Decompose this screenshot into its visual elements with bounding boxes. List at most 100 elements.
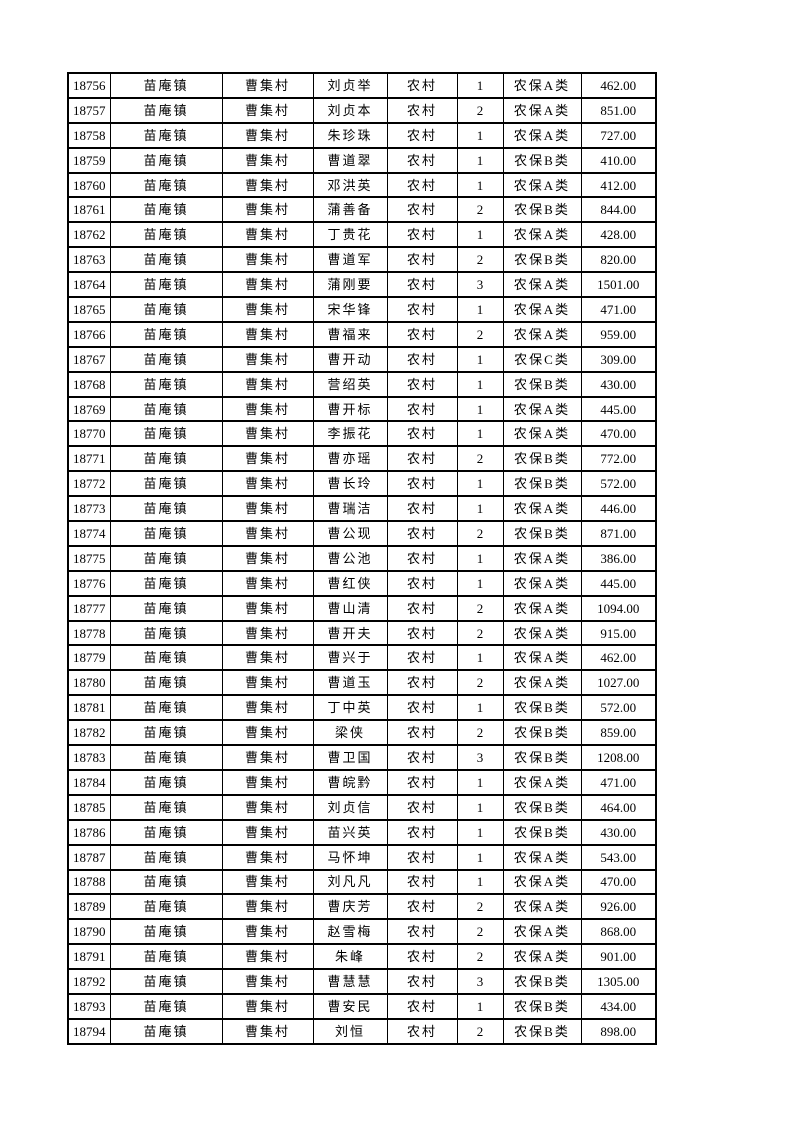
cell-residence: 农村 [386, 744, 458, 771]
cell-person: 曹开夫 [312, 619, 388, 647]
cell-count: 3 [456, 744, 504, 771]
cell-id: 18771 [67, 445, 111, 473]
cell-id: 18775 [67, 544, 111, 572]
cell-residence: 农村 [386, 868, 458, 896]
cell-person: 曹道玉 [312, 669, 388, 697]
cell-residence: 农村 [386, 893, 458, 921]
cell-person: 曹亦瑶 [312, 445, 388, 473]
cell-amount: 851.00 [580, 96, 657, 124]
cell-person: 曹道军 [312, 246, 388, 274]
cell-amount: 871.00 [580, 520, 657, 547]
cell-category: 农保B类 [502, 694, 582, 722]
cell-village: 曹集村 [221, 843, 314, 871]
cell-person: 刘恒 [312, 1017, 388, 1046]
cell-category: 农保C类 [502, 345, 582, 373]
table-row: 18760 苗庵镇 曹集村 邓洪英 农村 1 农保A类 412.00 [67, 171, 657, 199]
cell-town: 苗庵镇 [109, 868, 223, 896]
cell-residence: 农村 [386, 495, 458, 523]
cell-person: 刘贞举 [312, 72, 388, 99]
cell-residence: 农村 [386, 196, 458, 224]
cell-category: 农保B类 [502, 470, 582, 498]
cell-amount: 471.00 [580, 296, 657, 323]
cell-count: 1 [456, 644, 504, 672]
cell-count: 3 [456, 271, 504, 299]
cell-village: 曹集村 [221, 246, 314, 274]
cell-town: 苗庵镇 [109, 918, 223, 946]
cell-count: 2 [456, 594, 504, 622]
table-row: 18789 苗庵镇 曹集村 曹庆芳 农村 2 农保A类 926.00 [67, 893, 657, 921]
cell-category: 农保A类 [502, 918, 582, 946]
cell-person: 曹福来 [312, 320, 388, 348]
table-row: 18778 苗庵镇 曹集村 曹开夫 农村 2 农保A类 915.00 [67, 619, 657, 647]
cell-category: 农保A类 [502, 96, 582, 124]
cell-town: 苗庵镇 [109, 893, 223, 921]
cell-id: 18757 [67, 96, 111, 124]
cell-residence: 农村 [386, 1017, 458, 1046]
cell-residence: 农村 [386, 843, 458, 871]
cell-town: 苗庵镇 [109, 146, 223, 174]
cell-category: 农保A类 [502, 495, 582, 523]
cell-village: 曹集村 [221, 644, 314, 672]
cell-village: 曹集村 [221, 793, 314, 821]
cell-amount: 959.00 [580, 320, 657, 348]
cell-person: 曹安民 [312, 992, 388, 1020]
cell-count: 3 [456, 968, 504, 995]
table-row: 18779 苗庵镇 曹集村 曹兴于 农村 1 农保A类 462.00 [67, 644, 657, 672]
cell-person: 曹慧慧 [312, 968, 388, 995]
cell-id: 18766 [67, 320, 111, 348]
cell-town: 苗庵镇 [109, 495, 223, 523]
cell-person: 蒲刚要 [312, 271, 388, 299]
cell-village: 曹集村 [221, 594, 314, 622]
cell-count: 1 [456, 171, 504, 199]
cell-id: 18784 [67, 768, 111, 796]
cell-amount: 470.00 [580, 420, 657, 448]
cell-town: 苗庵镇 [109, 246, 223, 274]
cell-town: 苗庵镇 [109, 669, 223, 697]
cell-category: 农保A类 [502, 868, 582, 896]
cell-town: 苗庵镇 [109, 370, 223, 398]
cell-town: 苗庵镇 [109, 296, 223, 323]
cell-residence: 农村 [386, 296, 458, 323]
cell-village: 曹集村 [221, 271, 314, 299]
cell-amount: 462.00 [580, 644, 657, 672]
cell-amount: 471.00 [580, 768, 657, 796]
cell-town: 苗庵镇 [109, 221, 223, 249]
cell-village: 曹集村 [221, 719, 314, 747]
cell-id: 18783 [67, 744, 111, 771]
cell-residence: 农村 [386, 146, 458, 174]
table-row: 18763 苗庵镇 曹集村 曹道军 农村 2 农保B类 820.00 [67, 246, 657, 274]
cell-person: 曹公现 [312, 520, 388, 547]
table-row: 18786 苗庵镇 曹集村 苗兴英 农村 1 农保B类 430.00 [67, 818, 657, 846]
table-row: 18762 苗庵镇 曹集村 丁贵花 农村 1 农保A类 428.00 [67, 221, 657, 249]
table-row: 18793 苗庵镇 曹集村 曹安民 农村 1 农保B类 434.00 [67, 992, 657, 1020]
table-row: 18794 苗庵镇 曹集村 刘恒 农村 2 农保B类 898.00 [67, 1017, 657, 1046]
cell-count: 2 [456, 320, 504, 348]
table-row: 18772 苗庵镇 曹集村 曹长玲 农村 1 农保B类 572.00 [67, 470, 657, 498]
cell-village: 曹集村 [221, 1017, 314, 1046]
cell-amount: 868.00 [580, 918, 657, 946]
table-row: 18790 苗庵镇 曹集村 赵雪梅 农村 2 农保A类 868.00 [67, 918, 657, 946]
cell-town: 苗庵镇 [109, 395, 223, 423]
cell-id: 18772 [67, 470, 111, 498]
cell-count: 1 [456, 992, 504, 1020]
table-row: 18764 苗庵镇 曹集村 蒲刚要 农村 3 农保A类 1501.00 [67, 271, 657, 299]
cell-village: 曹集村 [221, 221, 314, 249]
cell-person: 曹瑞洁 [312, 495, 388, 523]
cell-amount: 1305.00 [580, 968, 657, 995]
cell-id: 18762 [67, 221, 111, 249]
cell-amount: 727.00 [580, 121, 657, 149]
cell-amount: 434.00 [580, 992, 657, 1020]
cell-count: 1 [456, 694, 504, 722]
cell-count: 2 [456, 196, 504, 224]
table-row: 18782 苗庵镇 曹集村 梁侠 农村 2 农保B类 859.00 [67, 719, 657, 747]
cell-person: 曹皖黔 [312, 768, 388, 796]
cell-amount: 309.00 [580, 345, 657, 373]
table-row: 18757 苗庵镇 曹集村 刘贞本 农村 2 农保A类 851.00 [67, 96, 657, 124]
cell-village: 曹集村 [221, 171, 314, 199]
cell-id: 18765 [67, 296, 111, 323]
cell-village: 曹集村 [221, 893, 314, 921]
table-row: 18784 苗庵镇 曹集村 曹皖黔 农村 1 农保A类 471.00 [67, 768, 657, 796]
cell-person: 李振花 [312, 420, 388, 448]
cell-count: 1 [456, 470, 504, 498]
cell-category: 农保B类 [502, 793, 582, 821]
